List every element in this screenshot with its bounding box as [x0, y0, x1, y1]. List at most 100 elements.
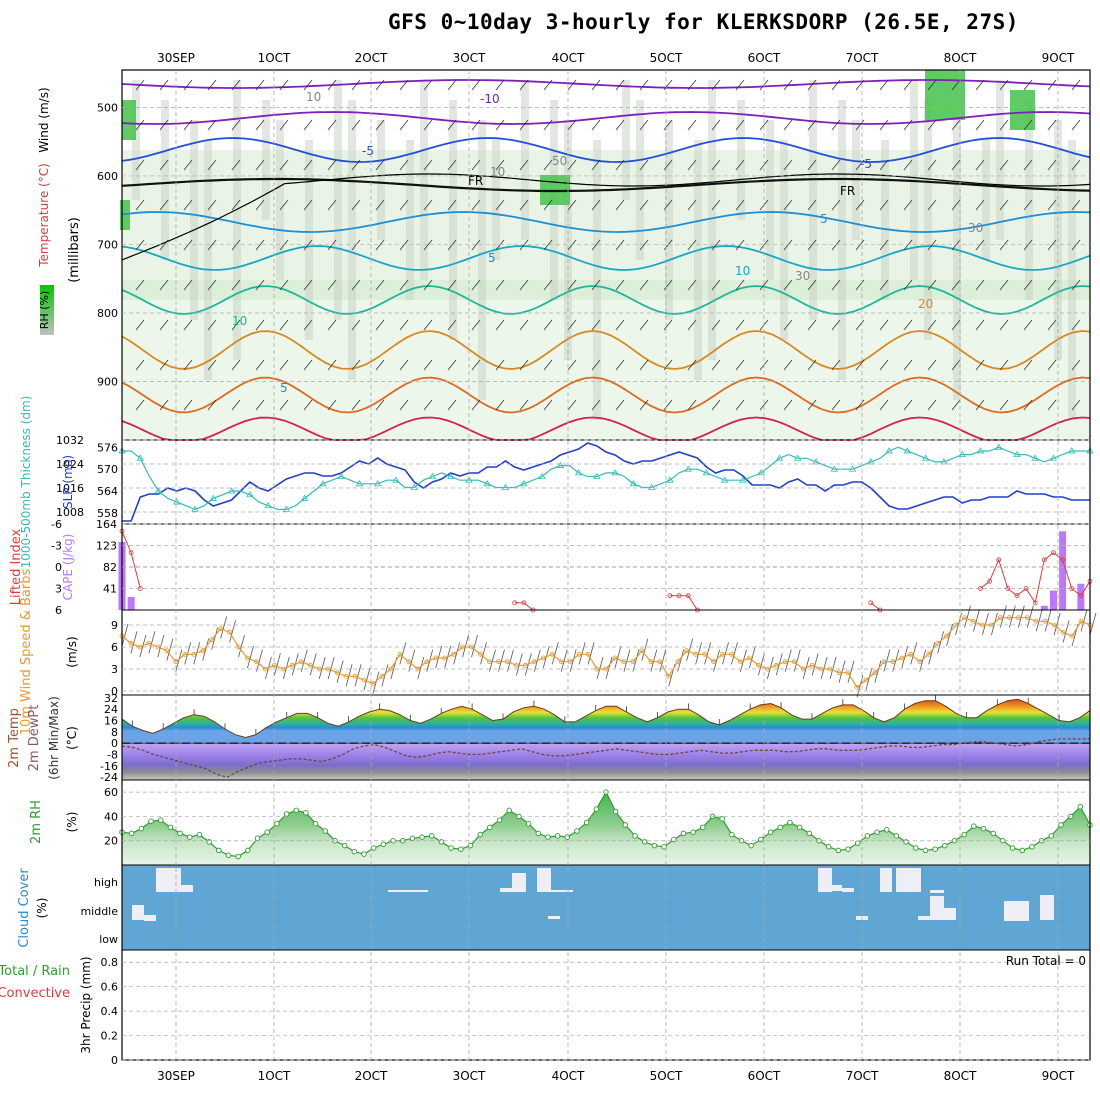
upper-wind-barb — [927, 159, 937, 171]
thickness-point — [300, 494, 309, 501]
cloud-block — [181, 885, 193, 892]
rh-point — [1019, 847, 1025, 854]
upper-wind-barb — [351, 159, 361, 171]
upper-wind-barb — [135, 79, 145, 91]
upper-wind-barb — [975, 279, 985, 291]
thickness-point — [721, 476, 729, 483]
upper-wind-barb — [135, 119, 145, 131]
upper-wind-barb — [543, 279, 553, 291]
upper-wind-barb — [399, 199, 409, 211]
contour-label: -5 — [860, 157, 872, 171]
thickness-point — [227, 487, 236, 494]
temp-contour — [121, 330, 1091, 370]
rh-point — [380, 841, 387, 848]
upper-wind-barb — [135, 319, 145, 331]
lifted-point — [1051, 550, 1056, 556]
wind-panel — [119, 605, 1097, 698]
upper-wind-barb — [447, 319, 457, 331]
wind-barb — [991, 612, 998, 636]
upper-wind-barb — [1047, 359, 1057, 371]
upper-wind-barb — [639, 199, 649, 211]
upper-wind-barb — [735, 359, 745, 371]
upper-wind-barb — [1023, 359, 1033, 371]
lifted-point — [128, 550, 134, 556]
rh-point — [767, 829, 774, 835]
rh-point — [264, 829, 270, 835]
wind-barb — [596, 656, 604, 680]
upper-wind-barb — [711, 119, 721, 131]
rh-point — [157, 817, 164, 823]
upper-wind-barb — [711, 359, 721, 371]
upper-wind-barb — [279, 319, 289, 331]
rh-point — [835, 847, 842, 854]
upper-wind-barb — [255, 239, 265, 251]
wind-speed-point — [684, 648, 690, 654]
thickness-point — [775, 454, 784, 461]
wind-barb — [507, 649, 514, 672]
upper-wind-barb — [231, 159, 241, 171]
upper-wind-barb — [447, 239, 457, 251]
cape-bar — [1059, 531, 1067, 610]
upper-wind-barb — [1071, 119, 1081, 131]
thickness-point — [465, 476, 473, 483]
lifted-point — [868, 600, 874, 606]
rh-point — [1048, 833, 1055, 839]
upper-wind-barb — [975, 79, 985, 91]
wind-speed-point — [648, 659, 654, 665]
contour-label: 5 — [488, 251, 496, 265]
upper-wind-barb — [807, 199, 817, 211]
upper-wind-barb — [1071, 399, 1081, 411]
upper-wind-barb — [711, 399, 721, 411]
wind-speed-point — [209, 637, 215, 643]
upper-wind-barb — [375, 399, 385, 411]
wind-barb — [327, 656, 335, 680]
slp-tick: 1016 — [56, 482, 84, 495]
upper-wind-barb — [903, 359, 913, 371]
upper-wind-barb — [135, 239, 145, 251]
upper-wind-barb — [639, 359, 649, 371]
thickness-point — [483, 480, 491, 487]
thickness-point — [355, 480, 364, 487]
upper-wind-barb — [927, 79, 937, 91]
wind-barb — [704, 642, 711, 665]
cloud-block — [500, 888, 512, 892]
date-label-top: 30SEP — [157, 51, 195, 65]
wind-barb — [175, 649, 183, 672]
upper-wind-barb — [999, 359, 1009, 371]
upper-wind-barb — [1023, 399, 1033, 411]
upper-wind-barb — [903, 159, 913, 171]
upper-wind-barb — [1071, 79, 1081, 91]
date-label-bottom: 8OCT — [944, 1069, 977, 1083]
wind-speed-point — [890, 659, 896, 665]
upper-wind-barb — [591, 119, 601, 131]
rh-point — [806, 830, 813, 837]
upper-wind-barb — [759, 399, 769, 411]
date-label-top: 8OCT — [944, 51, 977, 65]
slp-line — [122, 442, 1090, 522]
cape-tick: 41 — [103, 583, 117, 596]
wind-barb — [650, 649, 658, 672]
wind-barb — [1017, 605, 1025, 628]
upper-wind-barb — [543, 359, 553, 371]
temp-label-unit: (°C) — [65, 726, 79, 750]
wind-barb — [749, 645, 756, 669]
upper-wind-barb — [567, 199, 577, 211]
upper-wind-barb — [783, 159, 793, 171]
lifted-point — [667, 593, 673, 599]
wind-speed-point — [729, 651, 734, 657]
wind-barb — [973, 609, 980, 632]
temp-contour — [121, 211, 1091, 233]
thickness-point — [538, 472, 546, 479]
rh-streak — [665, 120, 673, 320]
lifted-point — [685, 593, 691, 599]
rh-streak — [276, 120, 284, 280]
upper-wind-barb — [615, 359, 625, 371]
thickness-point — [611, 469, 619, 476]
date-label-top: 3OCT — [453, 51, 486, 65]
thickness-point — [647, 483, 656, 490]
wind-barb — [677, 649, 685, 672]
rh-streak — [521, 80, 529, 240]
wind-speed-point — [791, 659, 797, 665]
upper-wind-barb — [855, 399, 865, 411]
rh-high-patch — [925, 70, 965, 120]
